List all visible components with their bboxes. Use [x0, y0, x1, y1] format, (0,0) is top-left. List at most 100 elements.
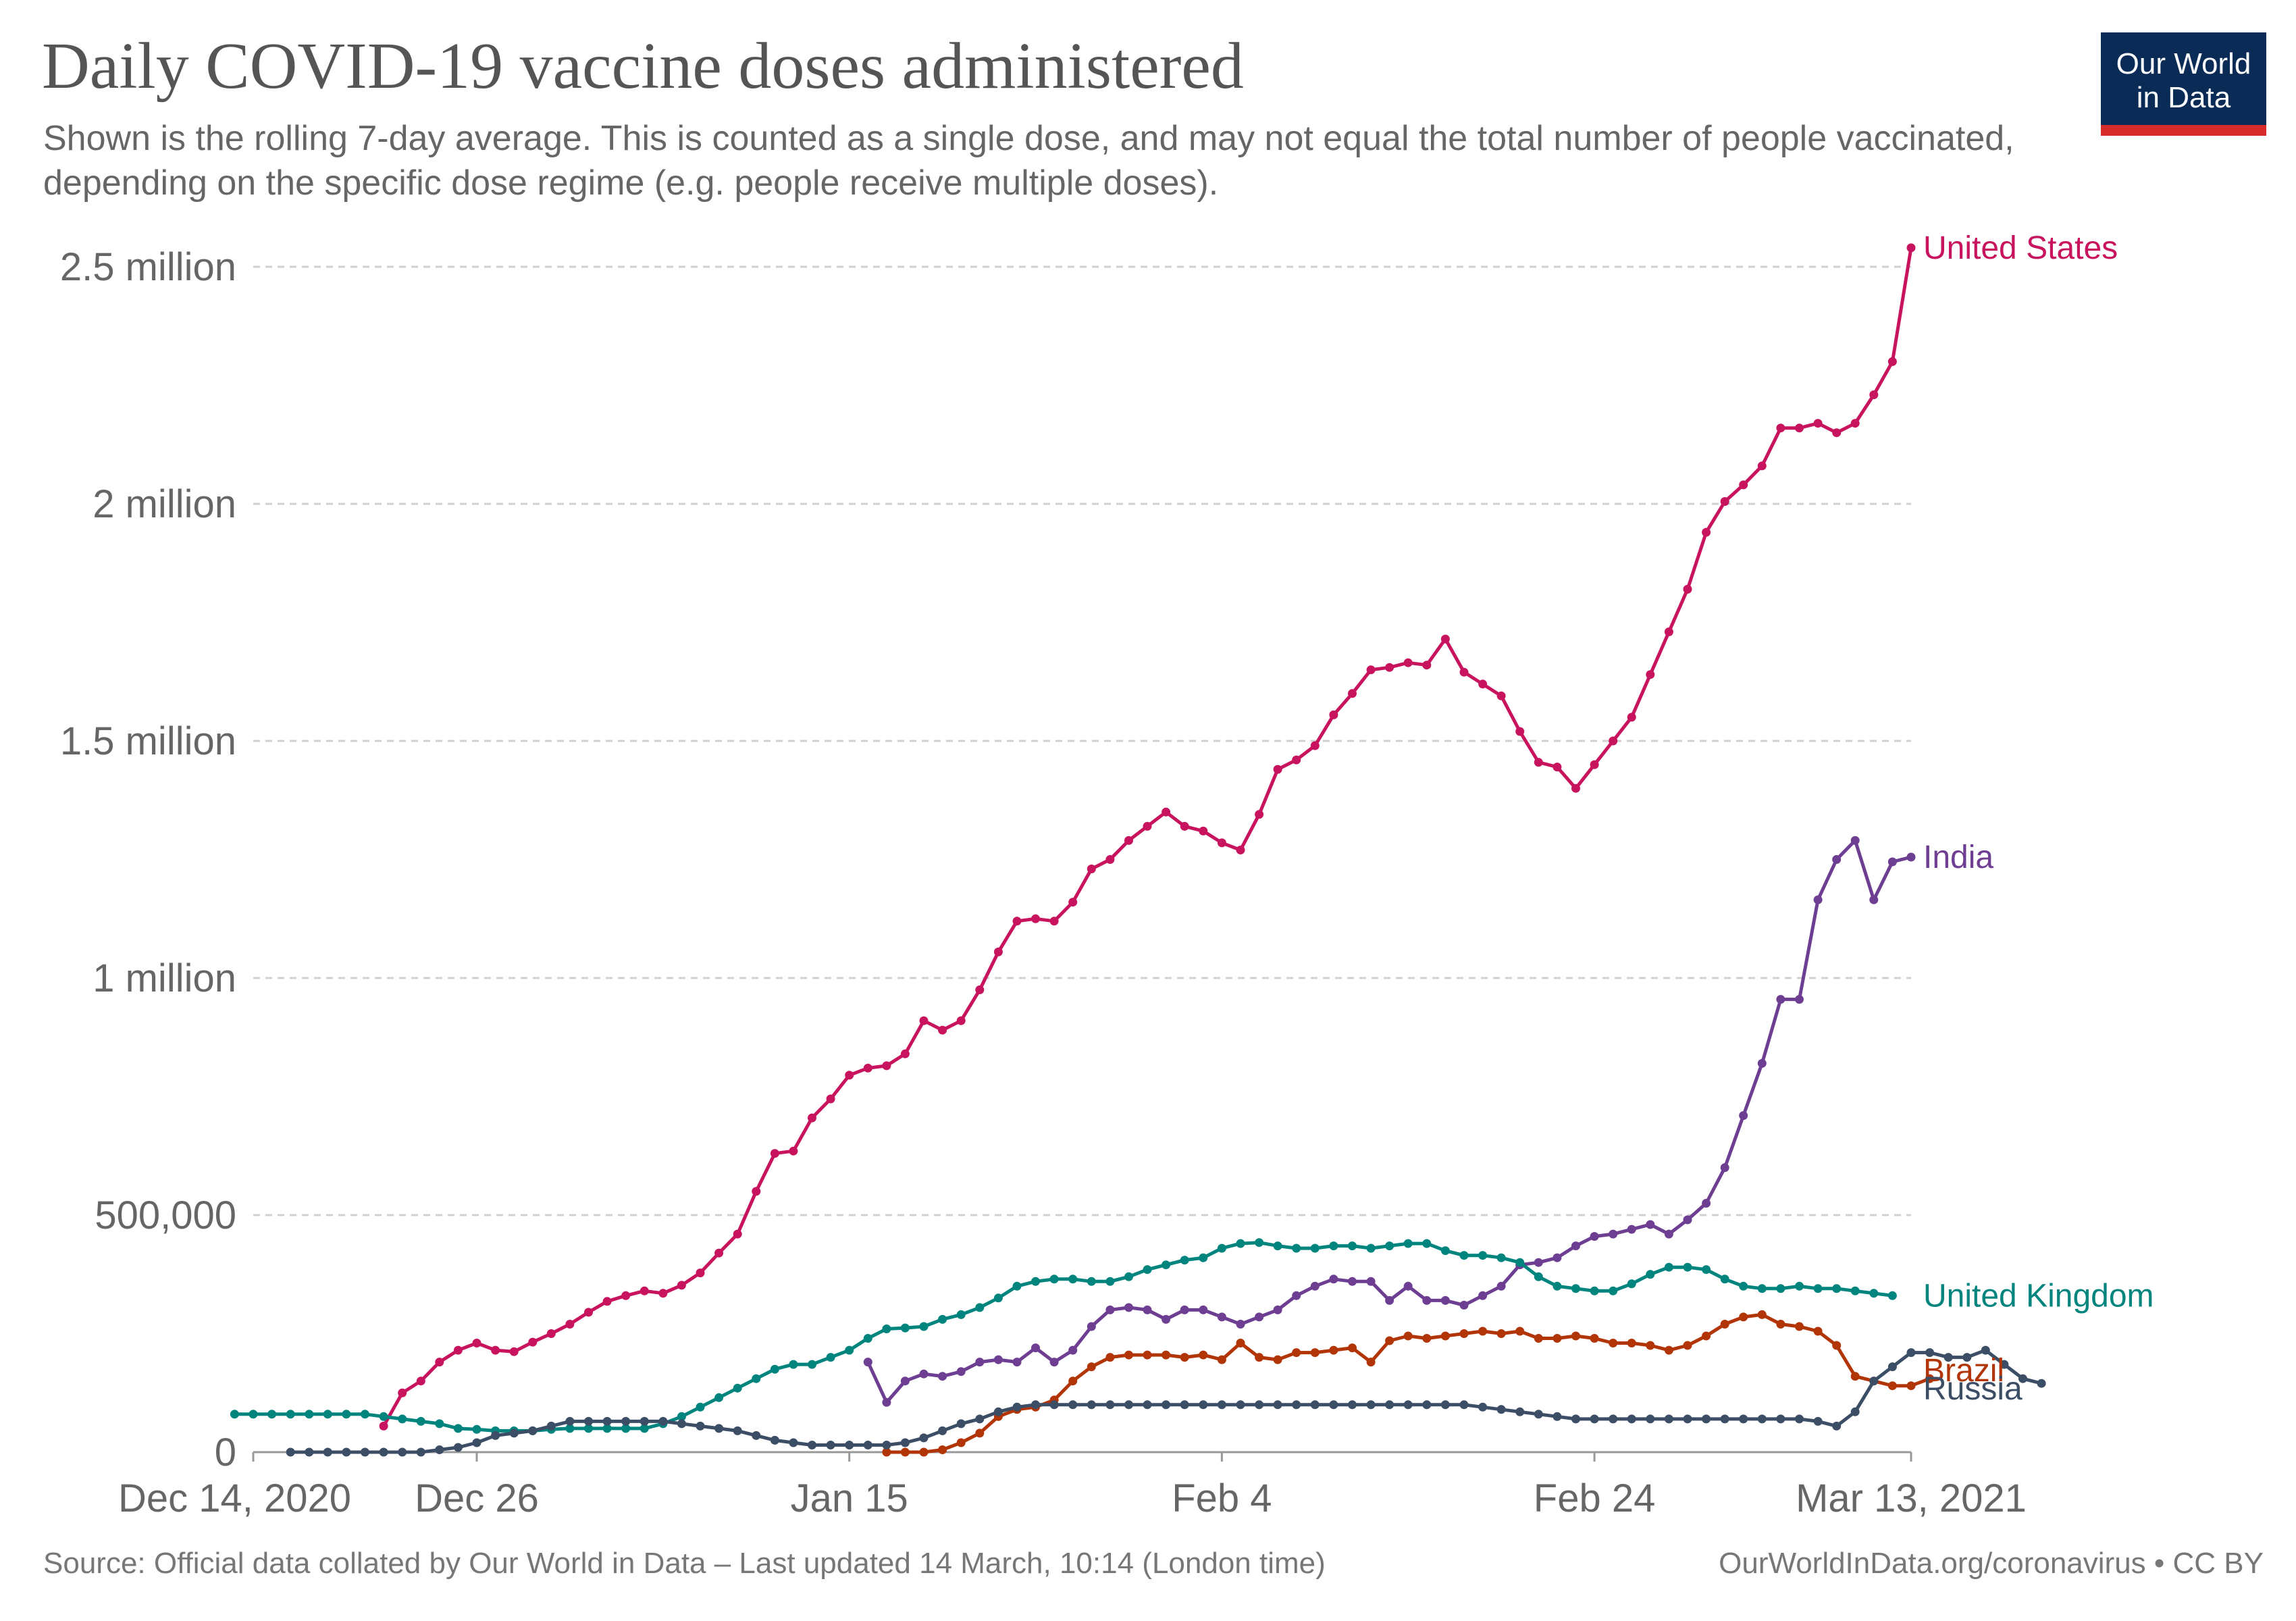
data-point-united-kingdom-8 [379, 1412, 388, 1421]
data-point-russia-28 [808, 1441, 816, 1449]
data-point-russia-57 [1348, 1400, 1357, 1410]
data-point-united-kingdom-77 [1664, 1262, 1673, 1272]
data-point-india-10 [1049, 1358, 1059, 1367]
data-point-united-kingdom-87 [1850, 1286, 1860, 1295]
data-point-india-27 [1366, 1277, 1376, 1286]
data-point-united-kingdom-35 [882, 1324, 891, 1333]
data-point-brazil-11 [1087, 1362, 1096, 1372]
data-point-united-states-0 [379, 1421, 388, 1431]
data-point-india-26 [1348, 1277, 1357, 1286]
data-point-india-49 [1776, 995, 1785, 1004]
owid-logo[interactable]: Our World in Data [2101, 32, 2266, 136]
data-point-russia-8 [435, 1445, 444, 1454]
data-point-united-kingdom-39 [956, 1310, 966, 1319]
data-point-united-kingdom-71 [1553, 1281, 1562, 1291]
data-point-united-states-27 [882, 1061, 891, 1071]
data-point-russia-6 [398, 1447, 407, 1457]
data-point-united-states-24 [826, 1094, 835, 1104]
data-point-india-28 [1385, 1295, 1394, 1305]
data-point-brazil-34 [1515, 1327, 1525, 1336]
data-point-india-19 [1217, 1312, 1226, 1322]
data-point-russia-3 [342, 1447, 351, 1457]
data-point-united-kingdom-61 [1366, 1243, 1376, 1253]
data-point-russia-63 [1459, 1400, 1469, 1410]
data-point-brazil-56 [1925, 1374, 1935, 1383]
data-point-russia-54 [1292, 1400, 1301, 1410]
data-point-united-kingdom-1 [249, 1410, 258, 1419]
data-point-russia-58 [1366, 1400, 1376, 1410]
data-point-russia-83 [1832, 1421, 1842, 1431]
data-point-united-kingdom-48 [1124, 1272, 1133, 1281]
series-label-russia: Russia [1923, 1371, 2023, 1407]
source-note: Source: Official data collated by Our Wo… [43, 1547, 1326, 1580]
data-point-united-kingdom-41 [993, 1293, 1003, 1303]
data-point-united-states-36 [1049, 917, 1059, 926]
data-point-russia-9 [453, 1443, 463, 1452]
credit-link[interactable]: OurWorldInData.org/coronavirus • CC BY [1719, 1547, 2264, 1580]
data-point-united-kingdom-54 [1236, 1239, 1245, 1248]
data-point-united-states-10 [565, 1320, 575, 1329]
data-point-india-8 [1012, 1358, 1022, 1367]
data-point-united-states-72 [1720, 497, 1729, 506]
data-point-india-36 [1534, 1258, 1543, 1267]
data-point-united-states-51 [1329, 710, 1338, 719]
y-tick-label-4: 2 million [93, 482, 236, 526]
data-point-india-6 [975, 1358, 985, 1367]
data-point-united-kingdom-79 [1702, 1265, 1711, 1275]
data-point-united-kingdom-40 [975, 1303, 985, 1312]
data-point-united-states-22 [789, 1146, 798, 1156]
data-point-united-kingdom-29 [770, 1364, 779, 1374]
data-point-united-states-23 [808, 1113, 816, 1123]
data-point-russia-51 [1236, 1400, 1245, 1410]
data-point-united-states-29 [919, 1016, 929, 1025]
data-point-united-kingdom-67 [1478, 1251, 1488, 1260]
data-point-united-states-75 [1776, 423, 1785, 433]
data-point-russia-70 [1590, 1414, 1599, 1424]
data-point-russia-10 [472, 1438, 481, 1447]
data-point-russia-49 [1199, 1400, 1208, 1410]
data-point-united-kingdom-25 [696, 1402, 705, 1412]
data-point-russia-75 [1683, 1414, 1692, 1424]
data-point-united-kingdom-18 [565, 1424, 575, 1433]
data-point-russia-17 [602, 1416, 612, 1426]
data-point-russia-31 [863, 1441, 872, 1449]
x-tick-label-3: Feb 4 [1172, 1476, 1272, 1520]
data-point-india-1 [882, 1397, 891, 1407]
data-point-united-states-62 [1534, 758, 1543, 767]
data-point-united-states-31 [956, 1016, 966, 1025]
data-point-india-20 [1236, 1320, 1245, 1329]
data-point-united-kingdom-9 [398, 1414, 407, 1424]
data-point-united-kingdom-84 [1795, 1281, 1804, 1291]
data-point-brazil-4 [956, 1438, 966, 1447]
data-point-united-states-7 [509, 1347, 519, 1356]
data-point-russia-84 [1850, 1407, 1860, 1416]
data-point-united-states-60 [1496, 691, 1506, 700]
data-point-united-states-26 [863, 1063, 872, 1073]
data-point-united-states-53 [1366, 665, 1376, 675]
data-point-united-kingdom-46 [1087, 1277, 1096, 1286]
data-point-russia-32 [882, 1441, 891, 1449]
data-point-united-kingdom-63 [1403, 1239, 1413, 1248]
data-point-russia-78 [1739, 1414, 1748, 1424]
data-point-russia-81 [1795, 1414, 1804, 1424]
y-tick-label-1: 500,000 [95, 1193, 236, 1237]
data-point-india-16 [1162, 1314, 1171, 1324]
data-point-united-kingdom-89 [1887, 1291, 1897, 1300]
series-labels: United States India United Kingdom BrazilRu… [1923, 230, 2154, 1407]
data-point-united-states-2 [416, 1376, 425, 1386]
data-point-united-kingdom-73 [1590, 1286, 1599, 1295]
data-point-russia-56 [1329, 1400, 1338, 1410]
data-point-united-kingdom-86 [1832, 1284, 1842, 1293]
data-point-united-states-6 [491, 1345, 500, 1355]
data-point-brazil-18 [1217, 1355, 1226, 1364]
data-point-russia-37 [975, 1414, 985, 1424]
data-point-russia-34 [919, 1433, 929, 1443]
data-point-russia-64 [1478, 1402, 1488, 1412]
data-point-united-kingdom-0 [230, 1410, 239, 1419]
data-point-united-kingdom-45 [1068, 1275, 1078, 1284]
data-point-united-states-18 [714, 1248, 724, 1258]
data-point-united-kingdom-75 [1627, 1279, 1636, 1289]
series-united-states [379, 243, 1916, 1431]
data-point-united-states-11 [584, 1308, 593, 1317]
data-point-russia-40 [1031, 1400, 1040, 1410]
